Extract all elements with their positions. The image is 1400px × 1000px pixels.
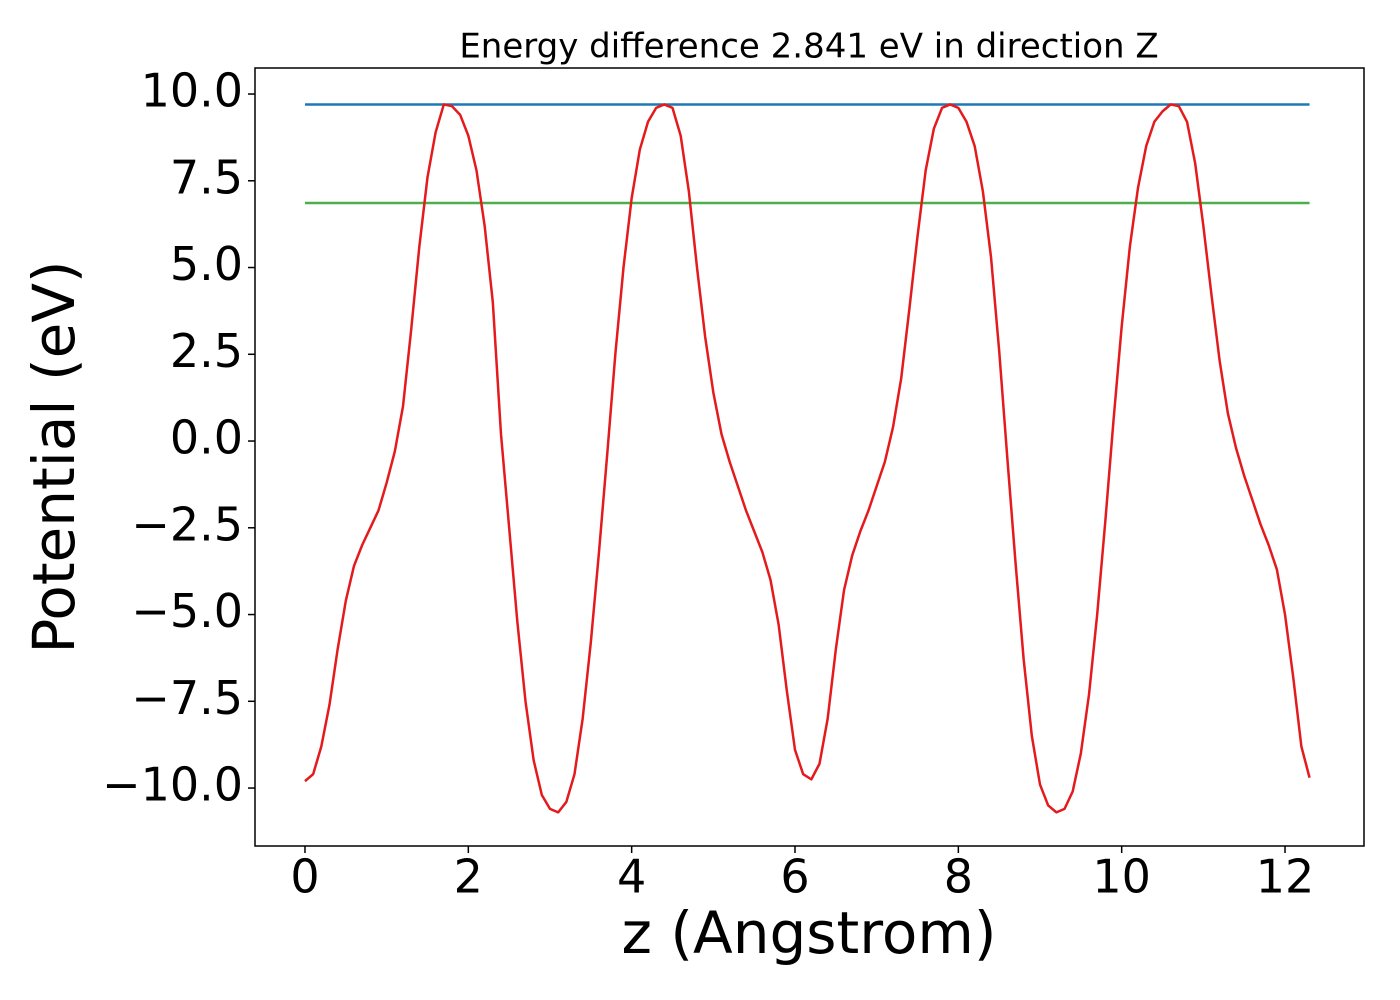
- y-tick-label: −10.0: [102, 758, 243, 812]
- y-tick-label: 0.0: [170, 411, 243, 465]
- y-tick-label: 5.0: [170, 237, 243, 291]
- y-tick-label: 10.0: [141, 64, 243, 118]
- y-axis-label: Potential (eV): [20, 260, 88, 653]
- x-tick-label: 12: [1256, 850, 1315, 904]
- x-tick-label: 10: [1092, 850, 1151, 904]
- y-tick-label: −7.5: [131, 671, 243, 725]
- x-tick-label: 4: [617, 850, 646, 904]
- x-tick-label: 0: [290, 850, 319, 904]
- y-tick-label: 7.5: [170, 150, 243, 204]
- x-axis-label: z (Angstrom): [622, 899, 997, 967]
- chart-title: Energy difference 2.841 eV in direction …: [459, 27, 1158, 67]
- line-series: [304, 103, 1311, 814]
- x-tick-label: 8: [944, 850, 973, 904]
- y-tick-label: −2.5: [131, 497, 243, 551]
- plot-frame: [254, 67, 1365, 847]
- x-tick-label: 6: [780, 850, 809, 904]
- x-tick-label: 2: [454, 850, 483, 904]
- y-tick-label: 2.5: [170, 324, 243, 378]
- y-tick-label: −5.0: [131, 584, 243, 638]
